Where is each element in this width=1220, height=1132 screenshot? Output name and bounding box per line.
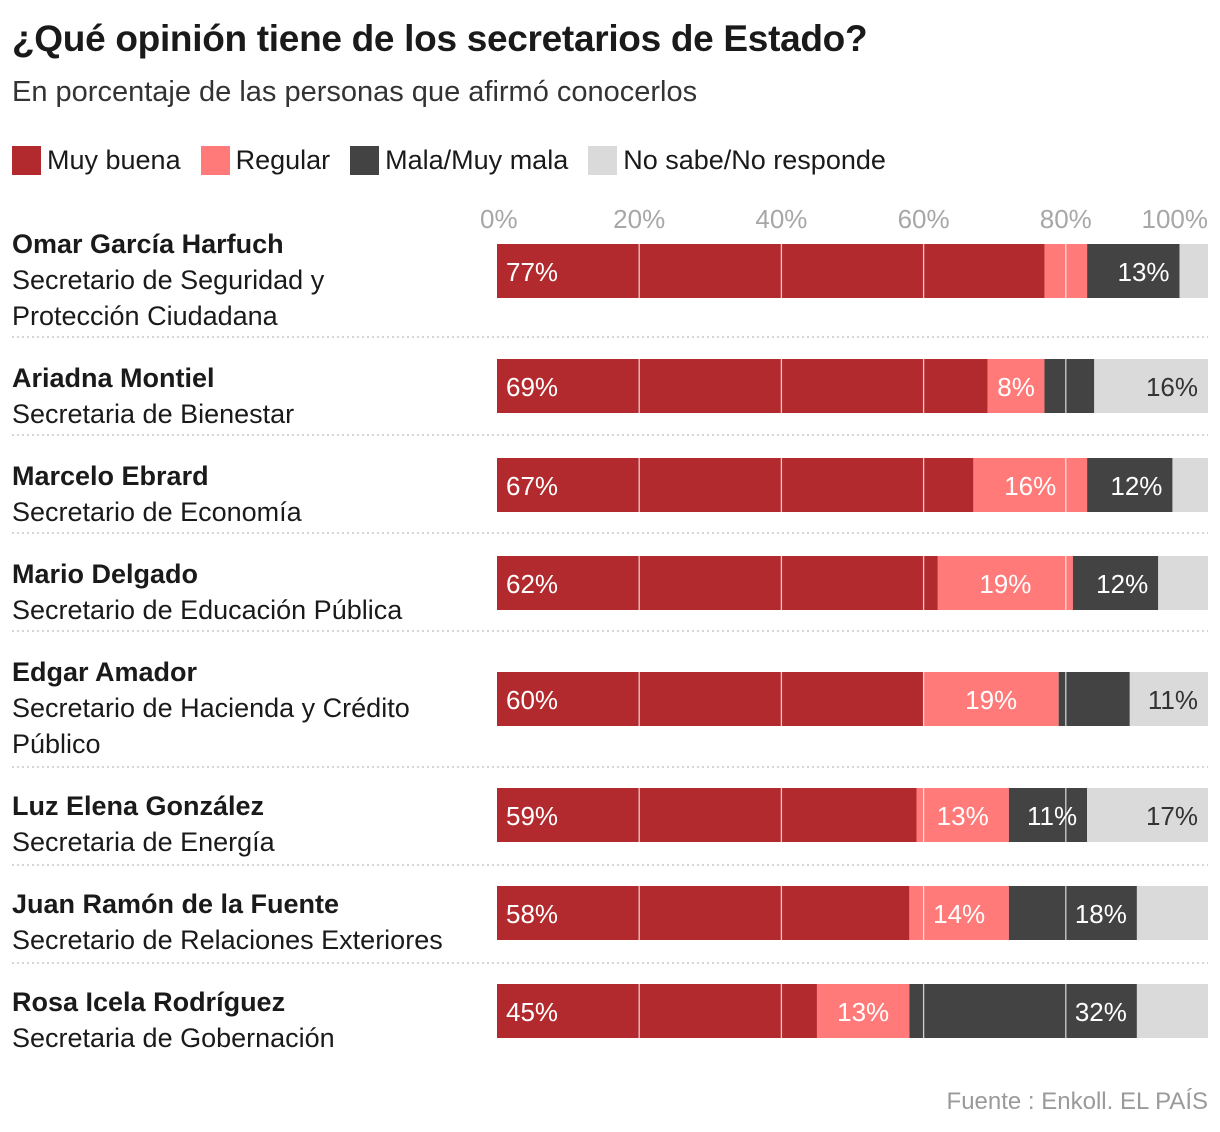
data-label: 17% — [1146, 801, 1198, 831]
x-tick-label: 100% — [1142, 204, 1209, 234]
bar-segment-no-sabe — [1094, 359, 1208, 413]
legend-swatch-mala — [350, 145, 380, 175]
legend-swatch-muy-buena — [12, 145, 41, 175]
bar-segment-muy-buena — [497, 886, 910, 940]
x-tick-label: 20% — [613, 204, 665, 234]
data-label: 12% — [1096, 569, 1148, 599]
data-label: 16% — [1004, 471, 1056, 501]
bar-segment-regular — [916, 788, 1009, 842]
x-tick-label: 60% — [898, 204, 950, 234]
chart-title: ¿Qué opinión tiene de los secretarios de… — [12, 18, 868, 59]
bar-segment-regular — [937, 556, 1073, 610]
row-role: Secretario de Educación Pública — [12, 595, 403, 625]
bar-segment-muy-buena — [497, 458, 974, 512]
data-label: 12% — [1110, 471, 1162, 501]
bar-segment-regular — [973, 458, 1088, 512]
data-label: 60% — [506, 685, 558, 715]
bar-segment-muy-buena — [497, 244, 1045, 298]
data-label: 14% — [933, 899, 985, 929]
legend-label-regular: Regular — [235, 144, 331, 175]
x-tick-label: 0% — [480, 204, 518, 234]
data-label: 13% — [937, 801, 989, 831]
data-label: 19% — [979, 569, 1031, 599]
row-name: Ariadna Montiel — [12, 363, 215, 393]
bar-segment-no-sabe — [1179, 244, 1208, 298]
data-label: 77% — [506, 257, 558, 287]
legend-item-mala: Mala/Muy mala — [350, 145, 568, 176]
bar-segment-regular — [816, 984, 910, 1038]
chart-subtitle: En porcentaje de las personas que afirmó… — [12, 76, 698, 108]
bar-segment-no-sabe — [1172, 458, 1208, 512]
bar-segment-muy-buena — [497, 984, 817, 1038]
legend-label-muy-buena: Muy buena — [47, 144, 181, 175]
data-label: 32% — [1075, 997, 1127, 1027]
data-label: 62% — [506, 569, 558, 599]
data-label: 11% — [1148, 685, 1198, 715]
bar-segment-muy-buena — [497, 556, 938, 610]
data-label: 13% — [837, 997, 889, 1027]
legend-item-regular: Regular — [200, 144, 331, 176]
bar-segment-no-sabe — [1158, 556, 1208, 610]
row-role: Secretario de Hacienda y Crédito — [12, 693, 410, 723]
bar-segment-regular — [909, 886, 1009, 940]
bar-segment-mala — [1072, 556, 1159, 610]
bar-segment-mala — [1087, 458, 1173, 512]
data-label: 18% — [1075, 899, 1127, 929]
bar-segment-no-sabe — [1087, 788, 1208, 842]
row-role: Secretario de Seguridad y — [12, 265, 325, 295]
row-name: Mario Delgado — [12, 559, 198, 589]
bar-segment-no-sabe — [1136, 886, 1208, 940]
row-name: Edgar Amador — [12, 657, 198, 687]
legend-item-muy-buena: Muy buena — [12, 145, 181, 176]
bar-segment-muy-buena — [497, 672, 924, 726]
data-label: 59% — [506, 801, 558, 831]
data-label: 16% — [1146, 372, 1198, 402]
legend-swatch-no-sabe — [588, 145, 618, 175]
row-role: Secretaria de Energía — [12, 827, 276, 857]
bar-segment-regular — [923, 672, 1059, 726]
legend-item-no-sabe: No sabe/No responde — [588, 145, 886, 176]
legend-swatch-regular — [200, 145, 230, 175]
x-tick-label: 40% — [755, 204, 807, 234]
data-label: 69% — [506, 372, 558, 402]
bar-segment-mala — [1008, 886, 1137, 940]
row-role: Secretario de Relaciones Exteriores — [12, 925, 443, 955]
bar-segment-mala — [1058, 672, 1130, 726]
row-role: Secretaria de Gobernación — [12, 1023, 335, 1053]
row-name: Omar García Harfuch — [12, 229, 284, 259]
bar-segment-mala — [909, 984, 1137, 1038]
legend-label-mala: Mala/Muy mala — [385, 144, 569, 175]
source-note: Fuente : Enkoll. EL PAÍS — [946, 1088, 1208, 1115]
data-label: 13% — [1118, 257, 1170, 287]
bar-segment-mala — [1044, 359, 1095, 413]
legend-label-no-sabe: No sabe/No responde — [623, 144, 886, 175]
row-name: Rosa Icela Rodríguez — [12, 987, 285, 1017]
legend: Muy buena Regular Mala/Muy mala No sabe/… — [12, 143, 906, 177]
row-role: Público — [12, 729, 101, 759]
bar-segment-muy-buena — [497, 788, 917, 842]
bar-segment-muy-buena — [497, 359, 988, 413]
data-label: 58% — [506, 899, 558, 929]
bar-segment-mala — [1008, 788, 1088, 842]
row-role: Protección Ciudadana — [12, 301, 279, 331]
row-role: Secretario de Economía — [12, 497, 303, 527]
data-label: 8% — [997, 372, 1035, 402]
x-tick-label: 80% — [1040, 204, 1092, 234]
row-name: Luz Elena González — [12, 791, 264, 821]
bar-segment-regular — [987, 359, 1045, 413]
row-name: Marcelo Ebrard — [12, 461, 209, 491]
data-label: 67% — [506, 471, 558, 501]
bar-segment-no-sabe — [1129, 672, 1208, 726]
row-role: Secretaria de Bienestar — [12, 399, 294, 429]
row-name: Juan Ramón de la Fuente — [12, 889, 339, 919]
data-label: 11% — [1027, 801, 1077, 831]
bar-segment-mala — [1087, 244, 1180, 298]
bar-segment-no-sabe — [1136, 984, 1208, 1038]
data-label: 19% — [965, 685, 1017, 715]
data-label: 45% — [506, 997, 558, 1027]
